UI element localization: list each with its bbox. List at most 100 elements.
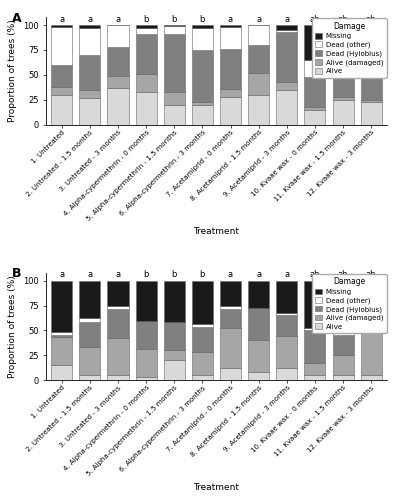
Bar	[164, 105, 185, 125]
Bar	[51, 280, 72, 332]
Bar	[220, 27, 241, 49]
Bar	[276, 336, 297, 368]
Bar	[164, 360, 185, 380]
Bar	[164, 350, 185, 360]
Text: a: a	[284, 270, 290, 279]
Bar	[305, 364, 325, 376]
Bar	[220, 280, 241, 305]
Bar	[51, 25, 72, 27]
Bar	[51, 95, 72, 125]
Bar	[164, 25, 185, 26]
Bar	[192, 352, 213, 376]
Bar	[107, 306, 128, 308]
Text: b: b	[171, 270, 177, 279]
Text: ab: ab	[310, 14, 320, 24]
Bar	[248, 73, 269, 95]
Bar	[305, 60, 325, 77]
Bar	[135, 74, 157, 92]
Bar	[333, 376, 354, 380]
Bar	[333, 70, 354, 97]
Text: ab: ab	[366, 270, 376, 279]
Bar	[164, 26, 185, 34]
Bar	[220, 25, 241, 27]
Text: a: a	[59, 14, 64, 24]
Bar	[361, 332, 382, 376]
Y-axis label: Proportion of trees (%): Proportion of trees (%)	[8, 20, 17, 122]
Bar	[276, 30, 297, 32]
Bar	[361, 330, 382, 332]
Bar	[305, 110, 325, 125]
Bar	[361, 376, 382, 380]
Bar	[248, 308, 269, 340]
Bar	[135, 28, 157, 34]
Bar	[305, 330, 325, 364]
Text: A: A	[12, 12, 22, 24]
Bar	[248, 280, 269, 307]
Bar	[107, 25, 128, 47]
Bar	[333, 100, 354, 125]
Bar	[135, 378, 157, 380]
Text: a: a	[115, 14, 120, 24]
Bar	[51, 87, 72, 95]
Text: B: B	[12, 268, 22, 280]
Text: a: a	[115, 270, 120, 279]
Bar	[192, 102, 213, 105]
Bar	[192, 28, 213, 50]
Bar	[79, 348, 100, 376]
Bar	[107, 308, 128, 338]
Bar	[192, 50, 213, 102]
Bar	[333, 25, 354, 48]
Bar	[51, 27, 72, 65]
Bar	[79, 98, 100, 125]
Bar	[51, 65, 72, 87]
Bar	[164, 322, 185, 350]
Bar	[276, 314, 297, 336]
Bar	[248, 45, 269, 73]
Bar	[51, 332, 72, 336]
Bar	[135, 280, 157, 322]
Bar	[305, 376, 325, 380]
Bar	[79, 376, 100, 380]
Bar	[248, 372, 269, 380]
Bar	[192, 105, 213, 125]
Bar	[107, 376, 128, 380]
Bar	[333, 310, 354, 336]
Legend: Missing, Dead (other), Dead (Hylobius), Alive (damaged), Alive: Missing, Dead (other), Dead (Hylobius), …	[312, 274, 387, 333]
Text: ab: ab	[338, 270, 348, 279]
Text: a: a	[59, 270, 64, 279]
Bar	[164, 34, 185, 92]
Bar	[333, 356, 354, 376]
Bar	[305, 328, 325, 330]
Bar	[135, 25, 157, 28]
Bar	[361, 42, 382, 45]
Bar	[276, 82, 297, 90]
Bar	[276, 280, 297, 312]
Bar	[220, 49, 241, 89]
Text: ab: ab	[310, 270, 320, 279]
Bar	[333, 336, 354, 355]
Bar	[361, 100, 382, 102]
Bar	[276, 312, 297, 314]
Bar	[276, 368, 297, 380]
Bar	[79, 322, 100, 347]
Bar	[305, 25, 325, 60]
Text: b: b	[143, 14, 149, 24]
Text: a: a	[228, 14, 233, 24]
Text: a: a	[284, 14, 290, 24]
Bar	[305, 280, 325, 328]
Text: ab: ab	[338, 14, 348, 24]
Text: b: b	[143, 270, 149, 279]
Bar	[220, 89, 241, 97]
Bar	[135, 322, 157, 349]
Bar	[192, 376, 213, 380]
Bar	[276, 25, 297, 30]
Bar	[51, 338, 72, 365]
Bar	[220, 328, 241, 368]
Bar	[333, 48, 354, 70]
Bar	[248, 340, 269, 372]
Bar	[79, 280, 100, 318]
Text: b: b	[200, 270, 205, 279]
Bar	[220, 306, 241, 308]
Bar	[248, 25, 269, 45]
Bar	[79, 25, 100, 28]
